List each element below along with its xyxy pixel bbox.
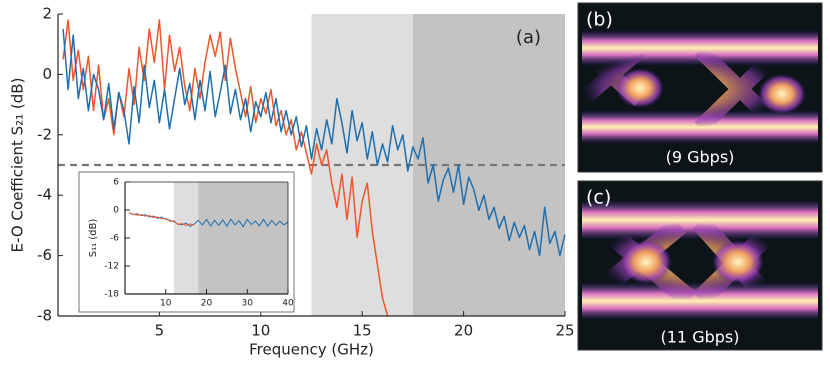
x-tick-label: 10 (160, 299, 172, 309)
eye-diagrams: (b) (9 Gbps) (c) (11 Gbps) (576, 2, 823, 351)
y-tick-label: -4 (37, 186, 52, 204)
x-tick-label: 20 (454, 322, 473, 340)
eye-panel: (c) (11 Gbps) (577, 180, 823, 351)
x-tick-label: 25 (555, 322, 574, 340)
series-line (128, 212, 195, 226)
x-tick-label: 30 (242, 299, 254, 309)
x-tick-label: 5 (155, 322, 165, 340)
series-line (62, 29, 566, 257)
eye-crossing (616, 68, 664, 108)
eye-caption: (11 Gbps) (661, 328, 740, 347)
y-tick-label: -6 (37, 246, 52, 264)
panel-label: (b) (586, 9, 613, 31)
y-tick-label: 6 (113, 178, 119, 188)
x-axis-label: Frequency (GHz) (249, 341, 374, 359)
eye-crossing (758, 74, 806, 114)
x-tick-label: 20 (201, 299, 213, 309)
y-axis-label: E-O Coefficient S₂₁ (dB) (9, 78, 27, 253)
eye-crossing (712, 240, 764, 284)
y-tick-label: -6 (110, 234, 119, 244)
annotation: (a) (516, 27, 541, 48)
eye-panel: (b) (9 Gbps) (576, 2, 823, 173)
x-tick-label: 10 (251, 322, 270, 340)
y-tick-label: -18 (104, 290, 119, 300)
y-tick-label: -8 (37, 307, 52, 325)
y-tick-label: -12 (104, 262, 119, 272)
y-tick-label: 0 (113, 206, 119, 216)
y-tick-label: 2 (42, 5, 52, 23)
eye-crossing (576, 43, 786, 134)
panel-label: (c) (586, 187, 611, 209)
y-tick-label: -2 (37, 125, 52, 143)
y-tick-label: 0 (42, 65, 52, 83)
x-tick-label: 15 (353, 322, 372, 340)
x-tick-label: 40 (282, 299, 294, 309)
y-axis-label: S₁₁ (dB) (88, 219, 99, 258)
eye-crossing (620, 240, 672, 284)
shaded-region (198, 182, 288, 294)
eye-caption: (9 Gbps) (666, 148, 735, 167)
shaded-region (173, 182, 199, 294)
